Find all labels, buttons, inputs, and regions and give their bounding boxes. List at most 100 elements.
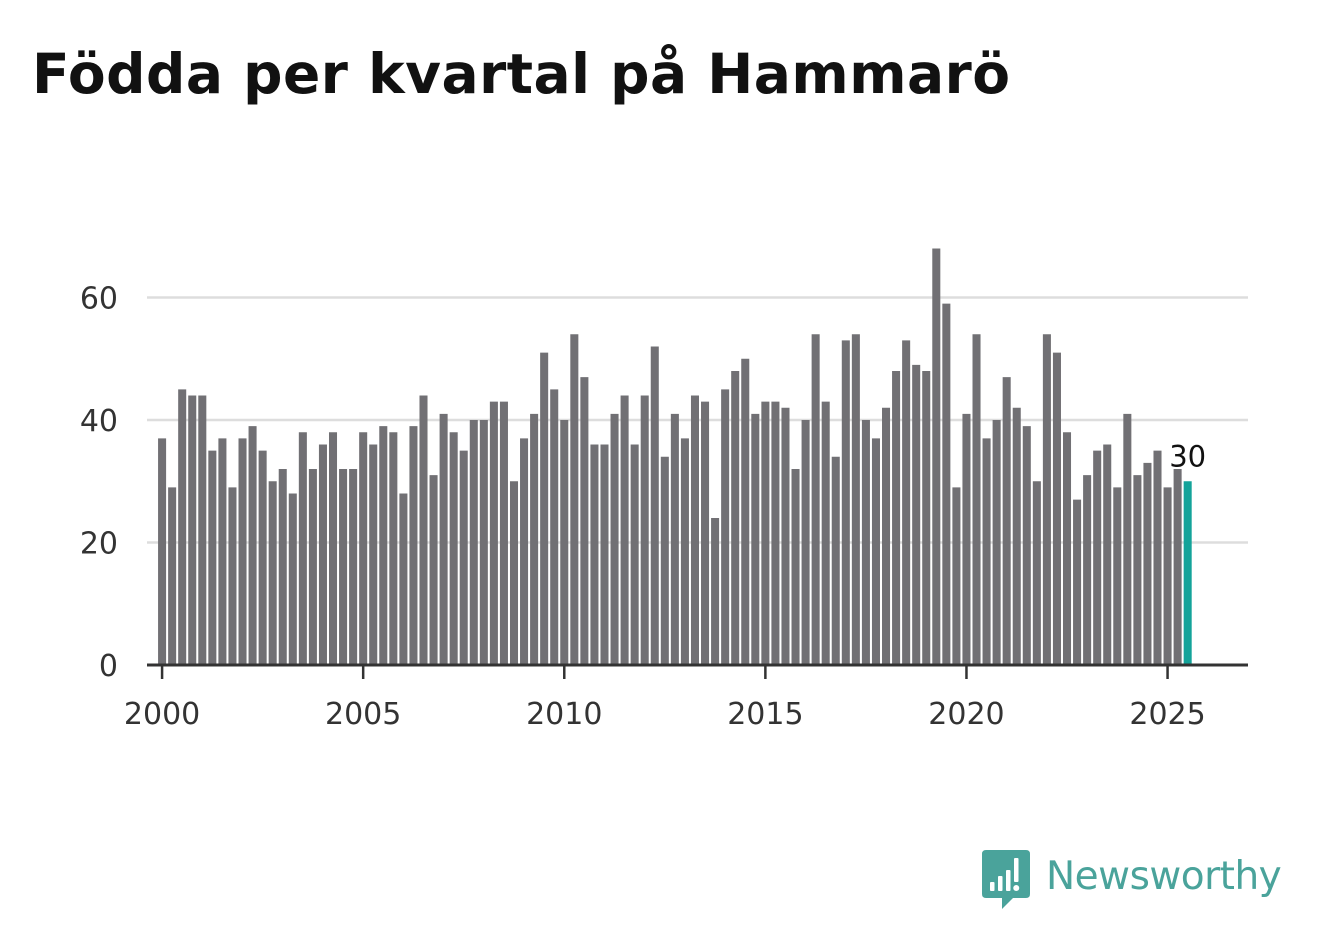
- bar-87: [1032, 481, 1041, 665]
- bar-49: [650, 346, 659, 665]
- bar-82: [982, 438, 991, 666]
- x-tick-label-2000: 2000: [124, 697, 200, 732]
- page-title: Födda per kvartal på Hammarö: [32, 42, 1011, 106]
- bar-101: [1173, 469, 1182, 665]
- bar-102: [1183, 481, 1192, 665]
- bar-53: [690, 395, 699, 665]
- bar-54: [701, 401, 710, 666]
- bar-65: [811, 334, 820, 665]
- newsworthy-logo-icon: [982, 850, 1030, 909]
- bar-72: [882, 407, 891, 665]
- bar-78: [942, 303, 951, 666]
- bar-93: [1093, 450, 1102, 666]
- y-tick-label-60: 60: [80, 282, 118, 317]
- bar-17: [328, 432, 338, 665]
- axis-labels: 2000 2005 2010 2015 2020 2025 0 20 40 60: [80, 282, 1206, 733]
- bar-63: [791, 469, 800, 665]
- bar-70: [861, 420, 870, 665]
- bar-97: [1133, 475, 1142, 666]
- bar-7: [228, 487, 237, 666]
- x-tick-label-2015: 2015: [727, 697, 803, 732]
- bar-74: [902, 340, 911, 666]
- bar-61: [771, 401, 780, 666]
- bar-100: [1163, 487, 1172, 666]
- y-tick-label-40: 40: [80, 404, 118, 439]
- x-tick-label-2010: 2010: [526, 697, 602, 732]
- bar-85: [1012, 407, 1021, 665]
- bar-9: [248, 426, 257, 666]
- bar-68: [841, 340, 850, 666]
- bar-56: [721, 389, 730, 666]
- bar-25: [409, 426, 418, 666]
- bar-30: [459, 450, 468, 666]
- last-value-label: 30: [1169, 439, 1206, 473]
- y-tick-label-0: 0: [99, 649, 118, 684]
- bar-40: [560, 420, 569, 665]
- bar-59: [751, 413, 760, 666]
- bar-90: [1062, 432, 1072, 665]
- bar-94: [1103, 444, 1112, 665]
- bar-35: [509, 481, 519, 665]
- bar-23: [389, 432, 398, 665]
- bar-98: [1143, 462, 1152, 666]
- bar-15: [308, 469, 317, 665]
- bar-81: [972, 334, 981, 665]
- bar-75: [912, 364, 921, 666]
- bar-79: [952, 487, 961, 666]
- bar-39: [550, 389, 559, 666]
- bar-28: [439, 413, 448, 666]
- bar-5: [208, 450, 217, 666]
- axis-ticks: [160, 665, 1169, 679]
- bar-43: [590, 444, 599, 665]
- bar-3: [188, 395, 197, 665]
- bar-77: [932, 248, 941, 665]
- bar-71: [871, 438, 880, 666]
- bar-60: [761, 401, 770, 666]
- bar-22: [379, 426, 388, 666]
- bar-80: [962, 413, 971, 666]
- bar-51: [670, 413, 679, 666]
- bar-16: [318, 444, 327, 665]
- bar-62: [781, 407, 790, 665]
- bar-88: [1042, 334, 1051, 665]
- bar-57: [731, 371, 740, 665]
- brand-logo-lockup: Newsworthy: [980, 848, 1282, 912]
- bar-37: [530, 413, 539, 666]
- bar-48: [640, 395, 649, 665]
- bar-10: [258, 450, 267, 666]
- bar-46: [620, 395, 629, 665]
- bar-33: [489, 401, 498, 666]
- x-tick-label-2020: 2020: [928, 697, 1004, 732]
- bar-47: [630, 444, 639, 665]
- brand-name: Newsworthy: [1046, 854, 1282, 899]
- bar-41: [570, 334, 579, 665]
- bar-55: [711, 518, 720, 665]
- bar-67: [831, 456, 840, 665]
- bar-52: [680, 438, 689, 666]
- bar-99: [1153, 450, 1162, 666]
- bar-36: [520, 438, 529, 666]
- x-tick-label-2005: 2005: [325, 697, 401, 732]
- bar-83: [992, 420, 1001, 665]
- bar-89: [1052, 352, 1061, 666]
- bar-50: [660, 456, 669, 665]
- bar-34: [499, 401, 508, 666]
- bar-6: [218, 438, 227, 666]
- bar-31: [469, 420, 478, 665]
- bar-86: [1022, 426, 1031, 666]
- bar-24: [399, 493, 408, 665]
- bar-12: [278, 469, 287, 665]
- bar-69: [851, 334, 860, 665]
- bar-21: [369, 444, 378, 665]
- bar-38: [540, 352, 549, 666]
- x-tick-label-2025: 2025: [1129, 697, 1205, 732]
- bar-11: [268, 481, 277, 665]
- bar-29: [449, 432, 458, 665]
- bar-95: [1113, 487, 1122, 666]
- bar-8: [238, 438, 247, 666]
- bar-42: [580, 377, 589, 666]
- bar-84: [1002, 377, 1011, 666]
- bar-64: [801, 420, 810, 665]
- bar-19: [349, 469, 358, 665]
